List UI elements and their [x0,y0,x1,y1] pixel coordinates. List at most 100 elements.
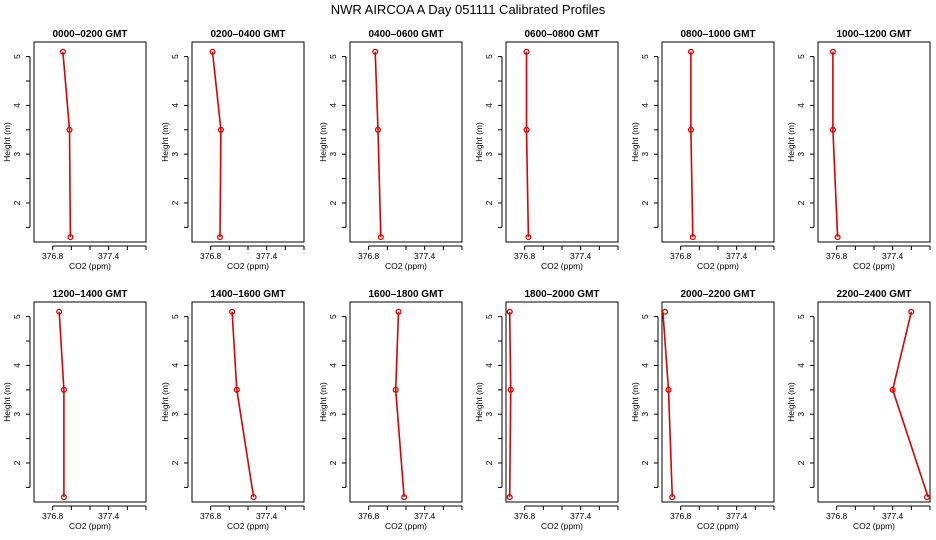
data-point-0 [250,494,257,501]
profile-line [525,51,530,238]
y-tick-label: 3 [12,152,22,157]
y-tick-label: 3 [170,412,180,417]
y-axis-label: Height (m) [474,122,484,162]
data-point-0 [669,494,676,501]
data-point-0 [689,234,696,241]
y-tick-label: 2 [640,200,650,205]
y-axis-label: Height (m) [160,122,170,162]
y-tick-label: 5 [796,54,806,59]
x-tick-label: 376.8 [42,251,64,261]
y-tick-label: 4 [640,363,650,368]
data-point-1 [217,126,224,133]
x-tick-label: 377.4 [570,511,592,521]
y-tick-label: 5 [640,314,650,319]
y-tick-label: 4 [640,103,650,108]
x-axis-label: CO2 (ppm) [541,521,583,531]
data-point-2 [56,308,63,315]
y-axis-label: Height (m) [786,382,796,422]
y-tick-label: 3 [796,412,806,417]
y-axis-label: Height (m) [318,382,328,422]
profile-line [508,311,512,498]
y-axis-label: Height (m) [160,382,170,422]
plot-frame [33,41,147,243]
profile-line [662,311,674,498]
data-point-2 [908,308,915,315]
y-tick-label: 3 [640,152,650,157]
profile-line [58,311,65,498]
x-tick-label: 376.8 [826,511,848,521]
panel-title: 1600–1800 GMT [368,289,443,300]
y-tick-label: 2 [170,200,180,205]
panel-title: 2200–2400 GMT [836,289,911,300]
plot-frame [349,301,463,503]
y-tick-label: 5 [640,54,650,59]
y-tick-label: 5 [170,54,180,59]
y-tick-label: 4 [796,103,806,108]
plot-frame [661,41,775,243]
y-tick-label: 2 [328,200,338,205]
y-tick-label: 3 [328,152,338,157]
x-axis-label: CO2 (ppm) [385,261,427,271]
y-tick-label: 2 [640,460,650,465]
data-point-1 [374,126,382,133]
x-tick-label: 376.8 [826,251,848,261]
y-tick-label: 2 [170,460,180,465]
y-tick-label: 4 [328,103,338,108]
y-tick-label: 4 [484,363,494,368]
data-point-0 [401,494,408,501]
data-point-1 [665,386,672,393]
data-point-2 [506,308,513,315]
data-point-1 [392,386,399,393]
y-tick-label: 5 [170,314,180,319]
profile-line [374,51,382,238]
panel-title: 1400–1600 GMT [210,289,285,300]
data-point-0 [60,494,67,501]
data-point-2 [209,48,216,55]
plot-frame [817,301,931,503]
y-tick-label: 4 [328,363,338,368]
x-tick-label: 376.8 [42,511,64,521]
y-tick-label: 4 [12,103,22,108]
panel-title: 0800–1000 GMT [680,29,755,40]
x-tick-label: 377.4 [256,511,278,521]
data-point-1 [233,386,240,393]
y-tick-label: 3 [328,412,338,417]
plot-frame [505,301,619,503]
x-axis-label: CO2 (ppm) [697,521,739,531]
data-point-2 [829,48,836,55]
data-point-0 [377,234,384,241]
y-axis-label: Height (m) [630,122,640,162]
x-axis-label: CO2 (ppm) [227,261,269,271]
x-axis-label: CO2 (ppm) [853,521,895,531]
data-point-2 [59,48,66,55]
plot-frame [191,41,305,243]
x-tick-label: 377.4 [256,251,278,261]
data-point-2 [687,48,694,55]
x-axis-label: CO2 (ppm) [227,521,269,531]
data-point-1 [60,386,67,393]
y-tick-label: 4 [170,103,180,108]
y-tick-label: 3 [170,152,180,157]
y-tick-label: 2 [796,460,806,465]
y-tick-label: 5 [484,54,494,59]
y-axis-label: Height (m) [474,382,484,422]
data-point-0 [216,234,224,241]
y-tick-label: 5 [796,314,806,319]
y-tick-label: 4 [796,363,806,368]
data-point-2 [372,48,379,55]
data-point-2 [395,308,402,315]
data-point-1 [829,126,836,133]
data-point-0 [923,494,931,501]
plot-frame [817,41,931,243]
panel-title: 2000–2200 GMT [680,289,755,300]
x-tick-label: 377.4 [882,511,904,521]
main-title: NWR AIRCOA A Day 051111 Calibrated Profi… [331,2,606,17]
y-axis-label: Height (m) [2,122,12,162]
data-point-1 [889,386,896,393]
profile-line [394,311,405,498]
